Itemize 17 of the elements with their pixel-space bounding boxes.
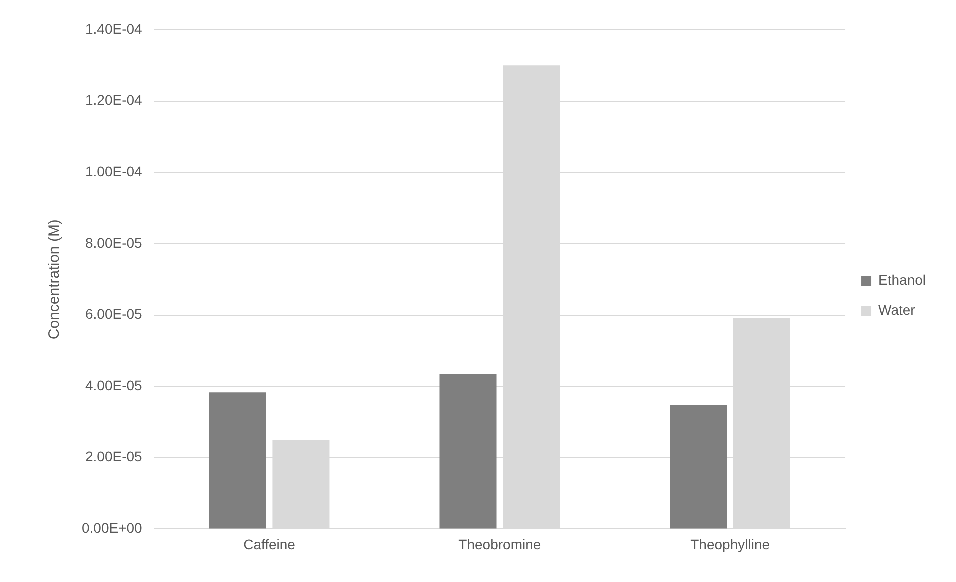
x-tick-label: Caffeine — [244, 536, 296, 552]
y-tick-label: 8.00E-05 — [86, 234, 143, 251]
y-tick-label: 6.00E-05 — [86, 306, 143, 322]
legend-label: Ethanol — [878, 272, 926, 288]
y-tick-label: 1.00E-04 — [86, 163, 143, 180]
y-axis-title: Concentration (M) — [46, 220, 64, 340]
y-tick-label: 4.00E-05 — [86, 377, 143, 394]
y-tick-label: 2.00E-05 — [86, 448, 143, 465]
y-tick-label: 0.00E+00 — [82, 520, 143, 536]
x-tick-label: Theobromine — [458, 536, 542, 552]
legend-label: Water — [878, 302, 916, 318]
bar — [440, 374, 497, 529]
y-tick-label: 1.20E-04 — [86, 92, 143, 108]
bar — [209, 392, 266, 529]
bar — [670, 405, 728, 529]
y-tick-label: 1.40E-04 — [86, 20, 143, 37]
x-tick-label: Theophylline — [690, 536, 770, 552]
